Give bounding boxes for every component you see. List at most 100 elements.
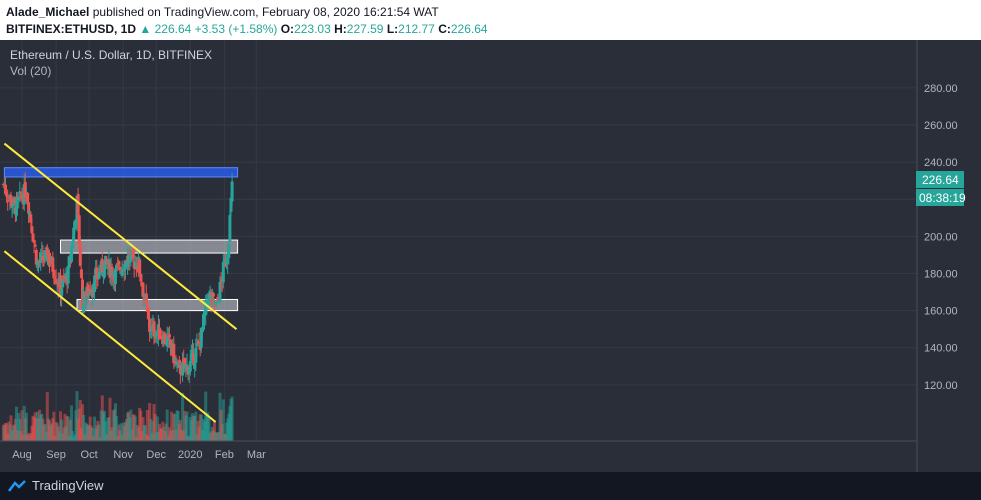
close-label: C: [438,22,451,36]
candle-body [166,335,170,341]
volume-bar [78,399,82,441]
candle-body [61,278,65,288]
candle-body [163,333,167,344]
y-tick-label: 160.00 [924,306,958,318]
x-tick-label: Feb [215,449,234,461]
volume-bar [199,414,203,441]
candle-body [4,184,7,194]
candle-body [211,293,215,297]
candle-body [202,314,205,330]
candle-body [84,297,88,306]
candle-body [100,259,104,273]
open-label: O: [280,22,295,36]
candle-body [174,361,178,364]
candle-body [147,308,150,320]
candle-body [17,197,21,200]
volume-layer [1,391,234,441]
candle-body [154,332,158,338]
volume-bar [165,409,169,441]
candle-body [48,252,51,263]
candle-body [118,266,122,271]
candle-body [206,302,210,306]
volume-bar [70,405,73,441]
x-tick-label: 2020 [178,449,202,461]
volume-bar [129,409,133,441]
candle-body [167,334,171,338]
volume-bar [207,418,211,441]
candle-body [169,339,172,346]
candle-body [215,300,219,304]
candle-body [86,284,90,297]
candle-body [178,364,182,375]
candle-body [42,258,46,261]
candle-body [181,361,185,376]
ohlc-line: BITFINEX:ETHUSD, 1D ▲ 226.64 +3.53 (+1.5… [6,22,488,36]
y-tick-label: 240.00 [924,157,958,169]
candle-body [139,273,143,282]
volume-bar [90,428,94,441]
price-chart[interactable]: 120.00 140.00 160.00 180.00 200.00 240.00 260.… [0,40,981,472]
candle-body [204,300,208,316]
y-tick-label: 200.00 [924,231,958,243]
candle-body [141,282,145,297]
footer-bar: TradingView [0,472,981,500]
volume-bar [60,419,64,441]
zone-layer [3,167,239,312]
candle-body [188,360,192,372]
volume-bar [9,415,13,441]
volume-bar [20,410,24,441]
candle-body [199,328,203,348]
candle-body [52,269,56,279]
candle-body [144,293,148,305]
volume-bar [97,424,101,441]
tradingview-logo-icon [8,480,26,492]
last-price: 226.64 [154,22,192,36]
candle-body [9,195,13,207]
candle-body [218,281,222,302]
low-label: L: [386,22,399,36]
high-label: H: [334,22,347,36]
candle-body [32,239,36,243]
candle-body [60,288,64,297]
tradingview-brand[interactable]: TradingView [32,478,104,493]
candle-body [224,262,227,266]
x-tick-label: Dec [146,449,166,461]
candle-body [131,248,135,259]
candle-body [59,275,62,296]
price-axis[interactable]: 120.00 140.00 160.00 180.00 200.00 240.00 260.… [924,83,958,392]
candle-body [194,348,198,363]
volume-bar [104,421,108,441]
volume-bar [82,414,86,441]
lower-trendline [3,250,217,423]
candle-body [222,259,226,263]
candle-body [97,271,101,279]
countdown-badge-text: 08:38:19 [919,191,966,205]
volume-bar [149,419,153,441]
candle-body [20,195,24,199]
candle-body [6,199,10,201]
volume-bar [145,409,149,441]
x-tick-label: Oct [81,449,98,461]
x-tick-label: Sep [46,449,66,461]
candle-body [230,181,234,202]
author-name[interactable]: Alade_Michael [6,5,90,19]
candle-body [136,268,139,270]
candle-body [70,246,73,262]
candle-body [67,257,71,267]
low-value: 212.77 [398,22,435,36]
candle-body [78,242,82,266]
candle-body [27,202,31,214]
volume-bar [18,419,22,441]
time-axis[interactable]: Aug Sep Oct Nov Dec 2020 Feb Mar [12,449,266,461]
candle-body [90,288,94,298]
candle-body [30,226,34,234]
volume-bar [139,410,143,441]
volume-bar [24,412,28,441]
candle-body [5,191,9,197]
last-price-badge-text: 226.64 [922,173,959,187]
support-zone [76,298,239,312]
y-tick-label: 260.00 [924,120,958,132]
volume-indicator-label: Vol (20) [10,64,51,78]
symbol-label: BITFINEX:ETHUSD, 1D [6,22,137,36]
candle-body [34,249,38,265]
